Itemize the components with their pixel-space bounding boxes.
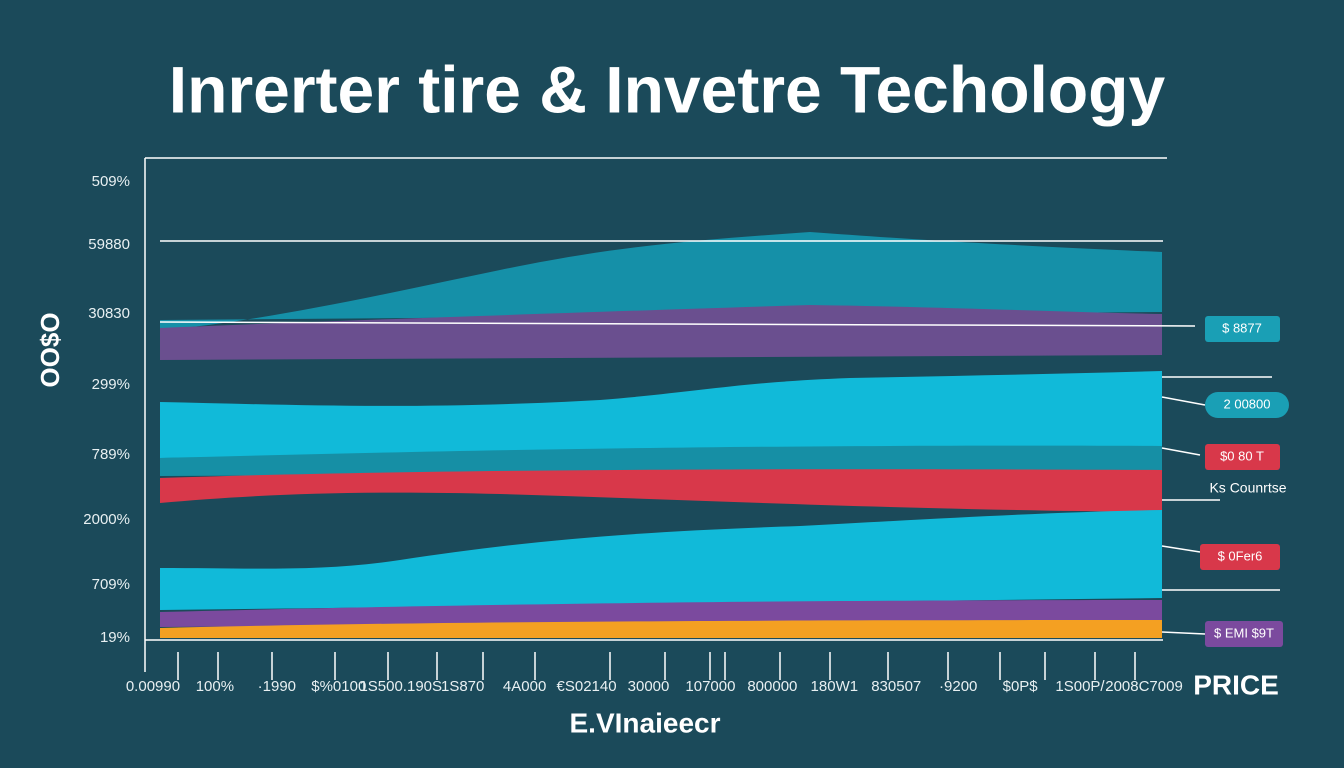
x-tick-label: 2008C7009 bbox=[1105, 678, 1183, 695]
grid-line bbox=[1161, 396, 1206, 406]
x-tick-label: 800000 bbox=[747, 678, 797, 695]
band bbox=[160, 510, 1162, 610]
tag-box bbox=[1205, 621, 1283, 647]
x-tick-label: 1S500.190S bbox=[359, 678, 442, 695]
y-tick-label: 2000% bbox=[83, 511, 130, 528]
x-axis-label: E.VInaieecr bbox=[570, 707, 721, 738]
y-tick-label: 509% bbox=[92, 173, 130, 190]
x-tick-label: $%0100 bbox=[311, 678, 366, 695]
band bbox=[160, 232, 1162, 330]
outlines bbox=[144, 157, 1280, 672]
x-tick-label: 1S870 bbox=[441, 678, 484, 695]
x-tick-label: 100% bbox=[196, 678, 234, 695]
band bbox=[160, 305, 1162, 360]
band bbox=[160, 445, 1162, 476]
x-tick-label: 4A000 bbox=[503, 678, 546, 695]
x-tick-label: 0.00990 bbox=[126, 678, 180, 695]
y-axis-label: OO$O bbox=[35, 312, 65, 387]
x-tick-label: ·1990 bbox=[258, 678, 296, 695]
x-tick-label: 1S00P/. bbox=[1055, 678, 1108, 695]
band bbox=[160, 620, 1162, 638]
x-tick-label: $0P$ bbox=[1003, 678, 1039, 695]
side-label: PRICE bbox=[1193, 669, 1279, 700]
bands bbox=[160, 232, 1162, 638]
tag-box bbox=[1205, 316, 1280, 342]
grid-line bbox=[1161, 545, 1201, 553]
tag: $ EMI $9T bbox=[1214, 625, 1274, 640]
side-note: Ks Counrtse bbox=[1209, 480, 1286, 496]
y-tick-label: 709% bbox=[92, 576, 130, 593]
tag-box bbox=[1205, 444, 1280, 470]
x-tick-label: 830507 bbox=[871, 678, 921, 695]
grid-line bbox=[1161, 631, 1206, 635]
band bbox=[160, 371, 1162, 458]
tag: $0 80 T bbox=[1220, 448, 1264, 463]
y-tick-label: 59880 bbox=[88, 236, 130, 253]
tag: $ 0Fer6 bbox=[1218, 548, 1263, 563]
y-tick-label: 30830 bbox=[88, 305, 130, 322]
tag-box bbox=[1205, 392, 1289, 418]
x-tick-label: 30000 bbox=[628, 678, 670, 695]
x-tick-label: ·9200 bbox=[939, 678, 977, 695]
x-tick-label: 107000 bbox=[685, 678, 735, 695]
y-tick-label: 299% bbox=[92, 376, 130, 393]
tag: 2 00800 bbox=[1224, 396, 1271, 411]
band bbox=[160, 469, 1162, 512]
tag-box bbox=[1200, 544, 1280, 570]
y-tick-label: 789% bbox=[92, 446, 130, 463]
x-tick-label: 180W1 bbox=[811, 678, 859, 695]
x-tick-label: €S02140 bbox=[557, 678, 617, 695]
grid-line bbox=[1161, 447, 1201, 456]
grid-line bbox=[159, 321, 1196, 327]
tag: $ 8877 bbox=[1222, 320, 1262, 335]
y-tick-label: 19% bbox=[100, 629, 130, 646]
chart-title: Inrerter tire & Invetre Techology bbox=[169, 52, 1166, 126]
